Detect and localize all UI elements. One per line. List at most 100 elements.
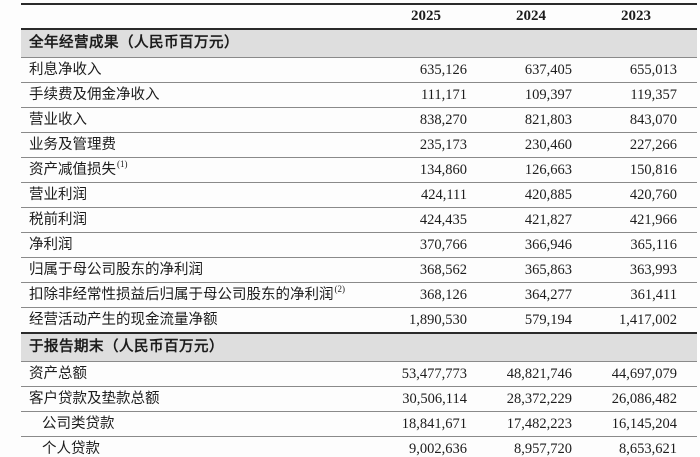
value-cell: 363,993 (592, 257, 697, 283)
value-cell: 48,821,746 (487, 361, 592, 387)
table-row: 经营活动产生的现金流量净额 1,890,530 579,194 1,417,002 (21, 307, 697, 334)
row-label: 扣除非经常性损益后归属于母公司股东的净利润(2) (21, 282, 382, 308)
row-label: 客户贷款及垫款总额 (21, 386, 382, 412)
value-cell: 370,766 (382, 232, 487, 258)
value-cell: 637,405 (487, 57, 592, 83)
row-label-text: 扣除非经常性损益后归属于母公司股东的净利润 (29, 287, 334, 303)
row-label-text: 客户贷款及垫款总额 (29, 391, 160, 407)
table-row: 资产减值损失(1) 134,860 126,663 150,816 (21, 157, 697, 183)
value-cell: 1,417,002 (592, 307, 697, 334)
table-row: 营业利润 424,111 420,885 420,760 (21, 182, 697, 208)
row-label-text: 手续费及佣金净收入 (29, 87, 160, 103)
row-label-text: 个人贷款 (42, 441, 100, 457)
row-label-text: 资产总额 (29, 366, 87, 382)
section-header-row: 于报告期末（人民币百万元） (21, 332, 697, 362)
value-cell: 655,013 (592, 57, 697, 83)
table-row: 净利润 370,766 366,946 365,116 (21, 232, 697, 258)
table-row: 业务及管理费 235,173 230,460 227,266 (21, 132, 697, 158)
value-cell: 838,270 (382, 107, 487, 133)
value-cell: 17,482,223 (487, 411, 592, 437)
value-cell: 18,841,671 (382, 411, 487, 437)
value-cell: 365,863 (487, 257, 592, 283)
section-header-label: 全年经营成果（人民币百万元） (21, 29, 697, 58)
value-cell: 1,890,530 (382, 307, 487, 334)
value-cell: 368,562 (382, 257, 487, 283)
table-row: 扣除非经常性损益后归属于母公司股东的净利润(2) 368,126 364,277 36… (21, 282, 697, 308)
value-cell: 635,126 (382, 57, 487, 83)
row-label: 营业利润 (21, 182, 382, 208)
financial-summary-table: 2025 2024 2023 全年经营成果（人民币百万元） 利息净收入 635,12… (21, 3, 697, 457)
row-label-text: 净利润 (29, 237, 73, 253)
row-label: 税前利润 (21, 207, 382, 233)
footnote-marker: (2) (334, 284, 346, 295)
year-header-row: 2025 2024 2023 (21, 4, 697, 30)
table-row: 归属于母公司股东的净利润 368,562 365,863 363,993 (21, 257, 697, 283)
value-cell: 235,173 (382, 132, 487, 158)
value-cell: 9,002,636 (382, 436, 487, 457)
value-cell: 424,111 (382, 182, 487, 208)
value-cell: 227,266 (592, 132, 697, 158)
value-cell: 424,435 (382, 207, 487, 233)
row-label-text: 归属于母公司股东的净利润 (29, 262, 203, 278)
year-column-2025: 2025 (382, 4, 487, 30)
value-cell: 109,397 (487, 82, 592, 108)
value-cell: 16,145,204 (592, 411, 697, 437)
value-cell: 30,506,114 (382, 386, 487, 412)
value-cell: 126,663 (487, 157, 592, 183)
value-cell: 28,372,229 (487, 386, 592, 412)
table-row: 利息净收入 635,126 637,405 655,013 (21, 57, 697, 83)
table-row: 资产总额 53,477,773 48,821,746 44,697,079 (21, 361, 697, 387)
row-label-text: 业务及管理费 (29, 137, 116, 153)
value-cell: 8,957,720 (487, 436, 592, 457)
empty-header-cell (21, 4, 382, 30)
footnote-marker: (1) (117, 159, 128, 170)
value-cell: 26,086,482 (592, 386, 697, 412)
value-cell: 420,760 (592, 182, 697, 208)
row-label: 归属于母公司股东的净利润 (21, 257, 382, 283)
row-label: 个人贷款 (21, 436, 382, 457)
row-label: 资产总额 (21, 361, 382, 387)
value-cell: 111,171 (382, 82, 487, 108)
value-cell: 361,411 (592, 282, 697, 308)
value-cell: 420,885 (487, 182, 592, 208)
value-cell: 119,357 (592, 82, 697, 108)
row-label: 业务及管理费 (21, 132, 382, 158)
row-label-text: 营业利润 (29, 187, 87, 203)
table-row: 客户贷款及垫款总额 30,506,114 28,372,229 26,086,482 (21, 386, 697, 412)
row-label-text: 经营活动产生的现金流量净额 (29, 312, 218, 328)
row-label: 经营活动产生的现金流量净额 (21, 307, 382, 334)
value-cell: 421,827 (487, 207, 592, 233)
value-cell: 44,697,079 (592, 361, 697, 387)
table-row: 营业收入 838,270 821,803 843,070 (21, 107, 697, 133)
value-cell: 843,070 (592, 107, 697, 133)
value-cell: 366,946 (487, 232, 592, 258)
row-label: 净利润 (21, 232, 382, 258)
value-cell: 579,194 (487, 307, 592, 334)
table-row: 手续费及佣金净收入 111,171 109,397 119,357 (21, 82, 697, 108)
value-cell: 365,116 (592, 232, 697, 258)
value-cell: 134,860 (382, 157, 487, 183)
row-label: 利息净收入 (21, 57, 382, 83)
section-header-label: 于报告期末（人民币百万元） (21, 332, 697, 362)
row-label-text: 资产减值损失 (29, 162, 116, 178)
table-row: 公司类贷款 18,841,671 17,482,223 16,145,204 (21, 411, 697, 437)
value-cell: 368,126 (382, 282, 487, 308)
row-label-text: 营业收入 (29, 112, 87, 128)
row-label: 公司类贷款 (21, 411, 382, 437)
value-cell: 364,277 (487, 282, 592, 308)
value-cell: 230,460 (487, 132, 592, 158)
value-cell: 421,966 (592, 207, 697, 233)
table-row: 税前利润 424,435 421,827 421,966 (21, 207, 697, 233)
table-row: 个人贷款 9,002,636 8,957,720 8,653,621 (21, 436, 697, 457)
value-cell: 150,816 (592, 157, 697, 183)
table-body: 全年经营成果（人民币百万元） 利息净收入 635,126 637,405 655,013… (21, 29, 697, 457)
year-column-2023: 2023 (592, 4, 697, 30)
value-cell: 53,477,773 (382, 361, 487, 387)
value-cell: 8,653,621 (592, 436, 697, 457)
row-label: 资产减值损失(1) (21, 157, 382, 183)
row-label-text: 税前利润 (29, 212, 87, 228)
row-label-text: 公司类贷款 (42, 416, 115, 432)
row-label: 手续费及佣金净收入 (21, 82, 382, 108)
year-column-2024: 2024 (487, 4, 592, 30)
section-header-row: 全年经营成果（人民币百万元） (21, 29, 697, 58)
